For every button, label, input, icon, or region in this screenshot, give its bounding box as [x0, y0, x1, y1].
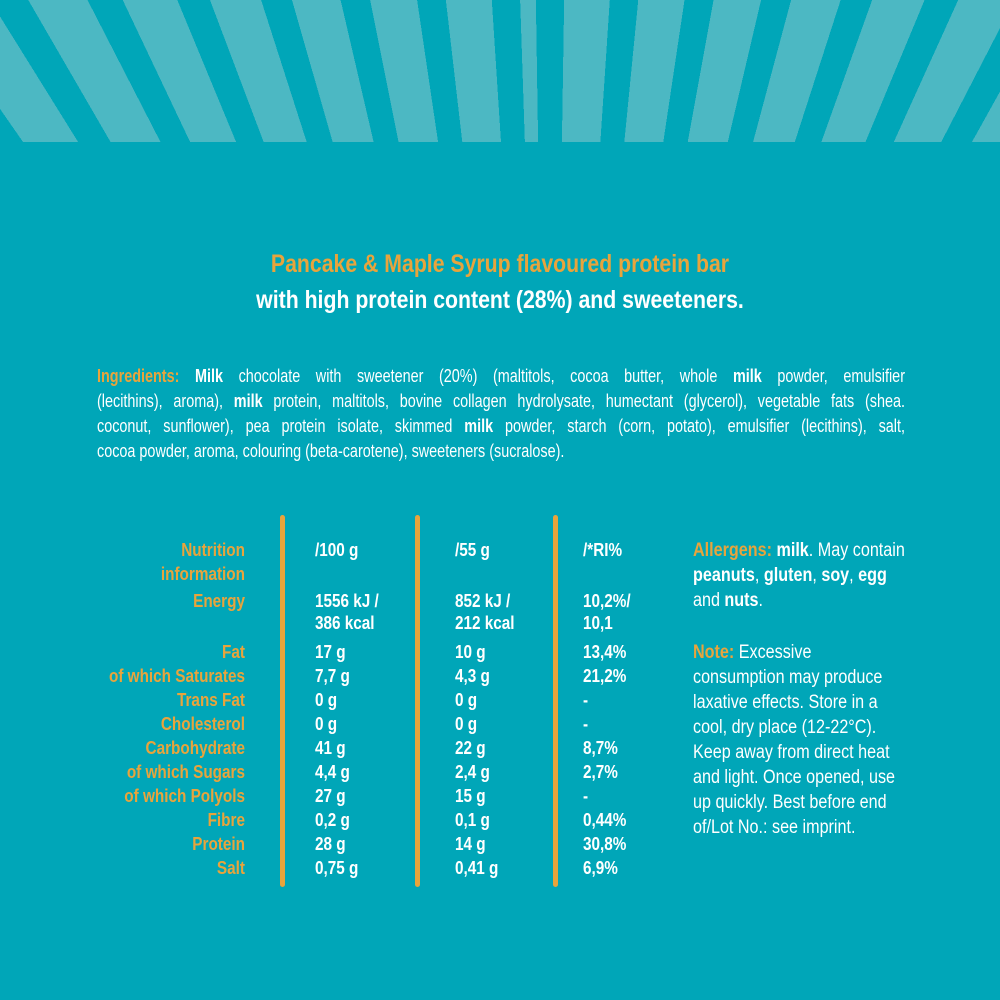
text-segment: . — [758, 590, 764, 611]
table-cell: 21,2% — [583, 666, 627, 686]
table-cell: 15 g — [455, 786, 486, 806]
table-divider — [415, 515, 420, 887]
table-cell: 30,8% — [583, 834, 627, 854]
text-segment: milk — [776, 540, 809, 561]
table-divider — [280, 515, 285, 887]
text-segment: milk — [732, 366, 762, 386]
allergens-text: Allergens: milk. May contain peanuts, gl… — [693, 538, 906, 613]
column-header: /*RI% — [583, 540, 623, 560]
table-cell: 0 g — [315, 714, 338, 734]
text-segment: , — [812, 565, 822, 586]
label-accent: Allergens: — [693, 540, 777, 561]
text-segment: gluten — [763, 565, 813, 586]
table-cell: - — [583, 714, 589, 734]
table-cell: Fat — [222, 642, 245, 662]
table-cell: Cholesterol — [160, 714, 245, 734]
text-segment: cocoa powder, aroma, colouring (beta-car… — [97, 441, 565, 461]
text-segment: milk — [464, 416, 494, 436]
label-accent: Ingredients: — [97, 366, 195, 386]
table-cell: 10,2%/ 10,1 — [583, 591, 631, 633]
table-cell: 0 g — [455, 714, 478, 734]
ingredients-line: Ingredients: Milk chocolate with sweeten… — [97, 364, 905, 389]
storage-note-text: Note: Excessive consumption may produce … — [693, 640, 906, 840]
table-cell: 0,2 g — [315, 810, 350, 830]
column-header: /55 g — [455, 540, 490, 560]
side-column: Allergens: milk. May contain peanuts, gl… — [693, 538, 906, 840]
table-cell: Fibre — [207, 810, 245, 830]
text-segment: peanuts — [693, 565, 755, 586]
text-segment: Excessive consumption may produce laxati… — [693, 642, 896, 838]
table-cell: 28 g — [315, 834, 346, 854]
table-cell: 22 g — [455, 738, 486, 758]
text-segment: nuts — [724, 590, 759, 611]
table-cell: Protein — [192, 834, 245, 854]
nutrition-col-55: /55 g 852 kJ / 212 kcal 10 g 4,3 g 0 g 0 g 22 … — [455, 538, 566, 880]
table-cell: 0 g — [315, 690, 338, 710]
table-cell: Salt — [216, 858, 245, 878]
table-cell: 2,7% — [583, 762, 618, 782]
table-cell: Trans Fat — [176, 690, 245, 710]
table-cell: 7,7 g — [315, 666, 350, 686]
text-segment: coconut, sunflower), pea protein isolate… — [97, 416, 465, 436]
text-segment: powder, starch (corn, potato), emulsifie… — [493, 416, 905, 436]
table-cell: - — [583, 690, 589, 710]
table-cell: 0 g — [455, 690, 478, 710]
text-segment: (lecithins), aroma), — [97, 391, 234, 411]
nutrition-col-100: /100 g 1556 kJ / 386 kcal 17 g 7,7 g 0 g 0 g 4… — [315, 538, 426, 880]
table-cell: 0,41 g — [455, 858, 499, 878]
text-segment: milk — [233, 391, 263, 411]
ingredients-paragraph: Ingredients: Milk chocolate with sweeten… — [97, 364, 905, 464]
table-cell: 41 g — [315, 738, 346, 758]
column-header: Nutrition information — [160, 540, 245, 584]
text-segment: and — [693, 590, 725, 611]
product-title: Pancake & Maple Syrup flavoured protein … — [270, 250, 730, 278]
text-segment: , — [849, 565, 859, 586]
text-segment: . May contain — [808, 540, 905, 561]
text-segment: egg — [858, 565, 887, 586]
ingredients-line: coconut, sunflower), pea protein isolate… — [97, 414, 905, 439]
table-cell: 2,4 g — [455, 762, 490, 782]
table-cell: 4,4 g — [315, 762, 350, 782]
table-cell: of which Saturates — [108, 666, 245, 686]
text-segment: soy — [821, 565, 850, 586]
text-segment: protein, maltitols, bovine collagen hydr… — [262, 391, 906, 411]
table-cell: 4,3 g — [455, 666, 490, 686]
table-cell: 27 g — [315, 786, 346, 806]
ingredients-line: cocoa powder, aroma, colouring (beta-car… — [97, 439, 905, 464]
table-cell: 6,9% — [583, 858, 618, 878]
table-cell: Energy — [193, 591, 245, 611]
table-cell: 10 g — [455, 642, 486, 662]
text-segment: Milk — [194, 366, 223, 386]
table-cell: 17 g — [315, 642, 346, 662]
table-cell: 14 g — [455, 834, 486, 854]
table-divider — [553, 515, 558, 887]
table-cell: 8,7% — [583, 738, 618, 758]
label-accent: Note: — [693, 642, 739, 663]
product-subtitle: with high protein content (28%) and swee… — [256, 286, 744, 314]
text-segment: chocolate with sweetener (20%) (maltitol… — [223, 366, 733, 386]
nutrition-col-ri: /*RI% 10,2%/ 10,1 13,4% 21,2% - - 8,7% 2,7% - 0,4… — [583, 538, 702, 880]
headline: Pancake & Maple Syrup flavoured protein … — [75, 246, 925, 318]
table-cell: Carbohydrate — [145, 738, 245, 758]
table-cell: 1556 kJ / 386 kcal — [315, 591, 379, 633]
table-cell: 0,1 g — [455, 810, 490, 830]
table-cell: of which Sugars — [126, 762, 245, 782]
table-cell: 0,44% — [583, 810, 627, 830]
sunburst-pattern — [0, 0, 1000, 142]
table-cell: 852 kJ / 212 kcal — [455, 591, 515, 633]
table-cell: 13,4% — [583, 642, 627, 662]
table-cell: 0,75 g — [315, 858, 359, 878]
nutrition-col-labels: Nutrition information Energy Fat of which S… — [75, 538, 245, 880]
table-cell: - — [583, 786, 589, 806]
text-segment: , — [754, 565, 764, 586]
column-header: /100 g — [315, 540, 359, 560]
ingredients-line: (lecithins), aroma), milk protein, malti… — [97, 389, 905, 414]
table-cell: of which Polyols — [124, 786, 245, 806]
text-segment: powder, emulsifier — [761, 366, 905, 386]
